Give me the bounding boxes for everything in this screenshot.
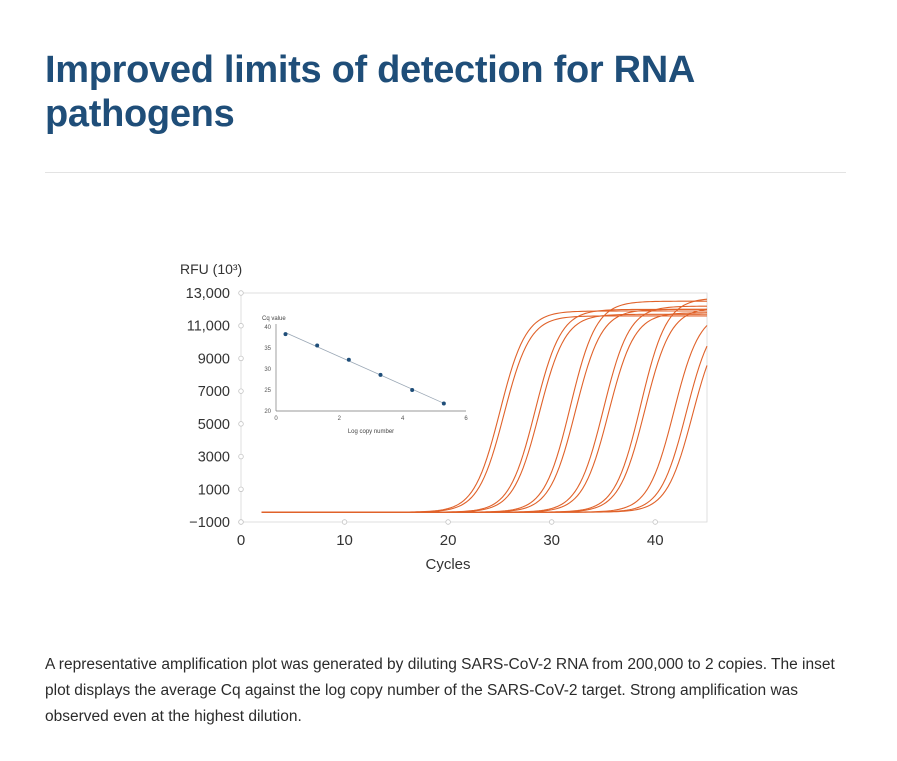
inset-data-point — [315, 343, 320, 348]
y-tick-label: 7000 — [198, 384, 230, 400]
y-tick-label: 1000 — [198, 482, 230, 498]
x-axis-label: Cycles — [425, 556, 470, 573]
x-tick-label: 20 — [440, 532, 457, 549]
x-tick-mark — [652, 519, 658, 525]
y-tick-label: 13,000 — [186, 286, 230, 302]
inset-y-tick-label: 40 — [264, 325, 271, 331]
inset-data-point — [441, 401, 446, 406]
inset-title: Cq value — [262, 316, 286, 322]
main-plot: 13,000 11,000 9000 7000 5000 3000 1000 −1000 0 10… — [186, 286, 708, 549]
amplification-curve — [261, 365, 708, 513]
figure-caption: A representative amplification plot was … — [45, 656, 835, 725]
y-tick-mark — [238, 486, 244, 492]
y-tick-mark — [238, 421, 244, 427]
inset-data-point — [283, 332, 288, 337]
x-tick-mark — [445, 519, 451, 525]
x-tick-label: 30 — [543, 532, 560, 549]
y-tick-mark — [238, 290, 244, 296]
amplification-figure: RFU (10³) Cycles 13,000 11,000 9000 7000 500… — [180, 261, 708, 573]
inset-data-point — [378, 372, 383, 377]
inset-y-tick-label: 35 — [264, 346, 271, 352]
inset-y-tick-label: 20 — [264, 409, 271, 415]
x-tick-mark — [238, 519, 244, 525]
inset-y-tick-label: 30 — [264, 367, 271, 373]
inset-x-tick-label: 4 — [401, 416, 405, 422]
x-tick-label: 40 — [647, 532, 664, 549]
y-tick-label: 5000 — [198, 417, 230, 433]
inset-plot: Cq value Log copy number 40 35 30 25 200 2 4 6 — [260, 308, 476, 435]
y-axis-label: RFU (10³) — [180, 261, 242, 277]
y-tick-label: 11,000 — [187, 319, 230, 335]
x-tick-mark — [341, 519, 348, 525]
plot-frame — [240, 292, 708, 523]
page-title: Improved limits of detection for RNA pat… — [45, 49, 694, 135]
inset-data-point — [346, 357, 351, 362]
y-tick-label: −1000 — [189, 515, 230, 531]
inset-y-tick-label: 25 — [264, 388, 271, 394]
y-tick-mark — [238, 323, 244, 329]
y-tick-label: 9000 — [198, 351, 230, 367]
x-tick-label: 10 — [336, 532, 353, 549]
x-tick-mark — [548, 519, 555, 525]
inset-background — [260, 308, 476, 434]
inset-x-label: Log copy number — [348, 429, 394, 435]
y-tick-mark — [238, 453, 244, 460]
inset-x-tick-label: 6 — [464, 416, 468, 422]
title-divider — [45, 172, 846, 173]
y-tick-label: 3000 — [198, 450, 230, 466]
inset-data-point — [410, 388, 415, 392]
inset-trendline — [285, 332, 444, 404]
y-tick-mark — [238, 355, 244, 362]
inset-x-tick-label: 0 — [274, 416, 278, 422]
y-tick-mark — [238, 388, 244, 394]
inset-x-tick-label: 2 — [338, 416, 342, 422]
x-tick-label: 0 — [237, 532, 245, 549]
